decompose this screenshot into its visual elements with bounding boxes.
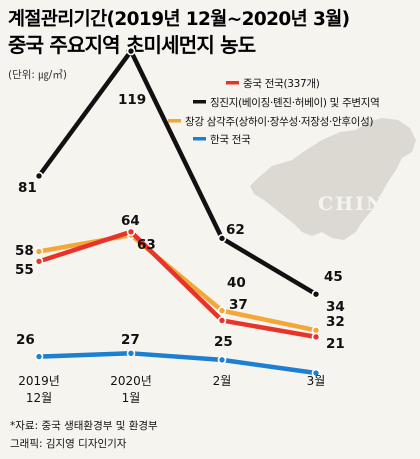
- data-label-china-2: 37: [229, 297, 248, 313]
- legend-swatch: [193, 100, 206, 104]
- legend-swatch: [168, 119, 181, 123]
- data-point-jingjinji-3: [311, 289, 321, 299]
- chart-title: 계절관리기간(2019년 12월~2020년 3월): [8, 9, 350, 30]
- data-label-changjiang-1: 63: [137, 237, 156, 253]
- data-label-changjiang-2: 40: [227, 275, 246, 291]
- data-label-korea-2: 25: [214, 334, 233, 350]
- x-tick-label: 1월: [122, 391, 141, 405]
- series-line-changjiang: [36, 232, 319, 333]
- data-label-korea-3: 21: [326, 336, 345, 352]
- data-label-china-0: 55: [15, 262, 34, 278]
- data-point-korea-0: [34, 352, 44, 361]
- data-label-china-1: 64: [121, 213, 140, 229]
- data-point-changjiang-2: [217, 306, 227, 315]
- legend-label: 창강 삼각주(상하이·장쑤성·저장성·안후이성): [185, 115, 373, 128]
- data-label-jingjinji-1: 119: [118, 92, 146, 108]
- data-label-korea-0: 26: [16, 332, 35, 348]
- x-tick-label: 2월: [213, 374, 232, 388]
- data-label-changjiang-0: 58: [15, 243, 34, 259]
- legend-label: 중국 전국(337개): [243, 78, 320, 90]
- china-map-icon: CHINA: [250, 118, 416, 240]
- x-tick-label: 12월: [26, 391, 52, 405]
- series-line-jingjinji: [36, 48, 319, 297]
- data-point-korea-2: [217, 355, 227, 365]
- plot-area: [34, 46, 321, 378]
- data-point-china-0: [34, 257, 44, 266]
- data-point-china-3: [311, 332, 321, 342]
- legend-label: 한국 전국: [210, 134, 251, 146]
- data-point-korea-1: [126, 349, 136, 358]
- data-point-china-2: [217, 316, 227, 325]
- series-line-china: [36, 229, 319, 340]
- legend-swatch: [193, 137, 206, 141]
- data-label-jingjinji-3: 45: [324, 269, 343, 285]
- legend-label: 징진지(베이징·톈진·허베이) 및 주변지역: [210, 97, 380, 109]
- legend-item-jingjinji: 징진지(베이징·톈진·허베이) 및 주변지역: [193, 97, 380, 109]
- data-label-korea-1: 27: [121, 332, 140, 348]
- unit-label: (단위: ㎍/㎥): [8, 68, 67, 81]
- source-note: *자료: 중국 생태환경부 및 환경부: [10, 419, 158, 432]
- data-label-jingjinji-2: 62: [226, 222, 245, 238]
- data-label-jingjinji-0: 81: [18, 180, 37, 196]
- legend: 중국 전국(337개) 징진지(베이징·톈진·허베이) 및 주변지역 창강 삼각…: [168, 78, 380, 146]
- data-point-korea-3: [311, 368, 321, 378]
- legend-item-changjiang: 창강 삼각주(상하이·장쑤성·저장성·안후이성): [168, 115, 374, 128]
- series-line-korea: [36, 351, 319, 376]
- x-tick-label: 2019년: [18, 374, 60, 388]
- data-point-jingjinji-1: [126, 46, 136, 56]
- data-point-jingjinji-0: [34, 171, 44, 181]
- x-tick-label: 3월: [307, 374, 326, 388]
- x-tick-label: 2020년: [110, 374, 152, 388]
- data-point-china-1: [126, 227, 136, 237]
- legend-item-china: 중국 전국(337개): [226, 78, 320, 90]
- x-axis: 2019년 12월 2020년 1월 2월 3월: [18, 374, 325, 405]
- data-point-changjiang-0: [34, 247, 44, 256]
- legend-item-korea: 한국 전국: [193, 134, 251, 146]
- map-label: CHINA: [318, 193, 402, 215]
- credit-note: 그래픽: 김지영 디자인기자: [10, 438, 127, 450]
- data-label-china-3: 32: [326, 314, 345, 330]
- data-labels: 81 119 62 45 58 63 40 34 55 64 37 32 26 …: [15, 92, 345, 352]
- data-label-changjiang-3: 34: [326, 299, 345, 315]
- data-point-jingjinji-2: [217, 234, 227, 243]
- legend-swatch: [226, 81, 239, 85]
